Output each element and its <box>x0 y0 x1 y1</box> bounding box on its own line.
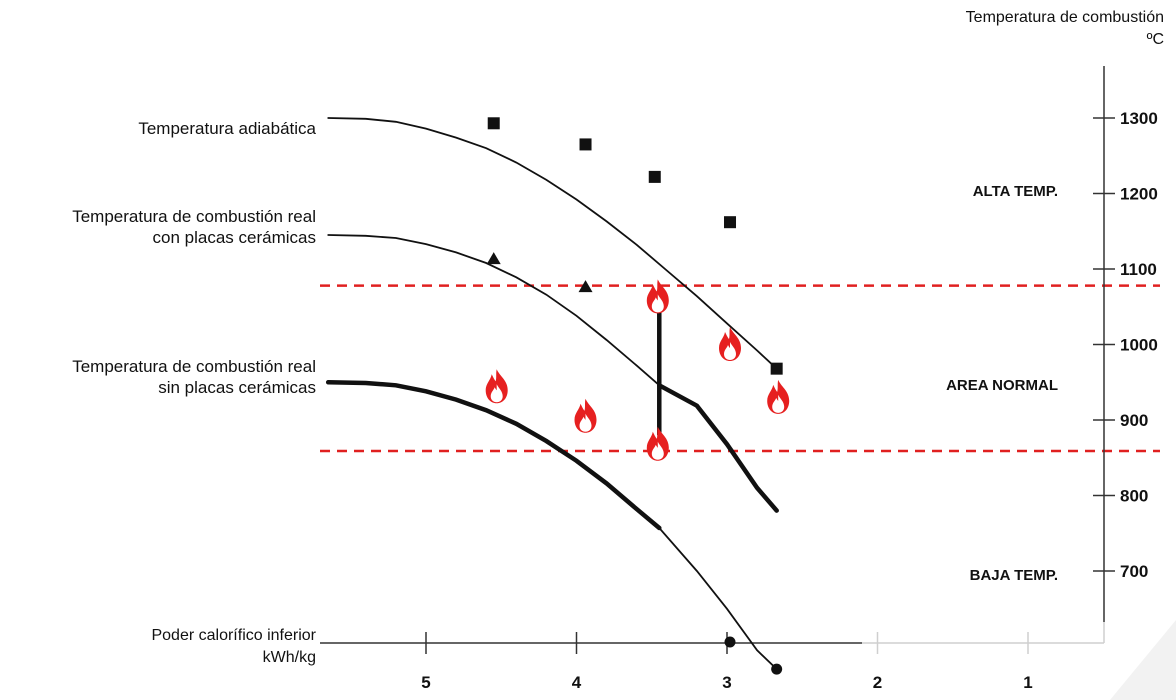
zone-label-normal: AREA NORMAL <box>946 377 1058 394</box>
x-tick-label-5: 5 <box>421 673 430 692</box>
x-tick-label-3: 3 <box>722 673 731 692</box>
legend-label-adiabatic: Temperatura adiabática <box>138 119 316 138</box>
x-axis-unit: kWh/kg <box>263 649 316 666</box>
x-tick-label-4: 4 <box>572 673 582 692</box>
y-axis-title: Temperatura de combustión <box>966 9 1164 26</box>
marker-square-2 <box>649 171 661 183</box>
reference-lines <box>320 286 1160 451</box>
series-bold-segment-1 <box>659 385 776 510</box>
zone-label-high: ALTA TEMP. <box>973 183 1058 200</box>
legend-label-with-plates-line2: con placas cerámicas <box>153 228 316 247</box>
flame-icon <box>767 380 789 414</box>
marker-circle-1 <box>771 664 782 675</box>
flame-icon <box>575 399 597 433</box>
series-line-0 <box>328 118 777 369</box>
y-tick-label-1100: 1100 <box>1120 260 1157 279</box>
flame-icon <box>486 369 508 403</box>
y-tick-label-800: 800 <box>1120 487 1148 506</box>
corner-shade <box>1110 620 1176 700</box>
y-tick-label-700: 700 <box>1120 562 1148 581</box>
x-tick-label-1: 1 <box>1023 673 1032 692</box>
series-lines <box>328 118 777 669</box>
series-markers <box>487 117 783 674</box>
y-tick-label-1200: 1200 <box>1120 185 1158 204</box>
series-bold-segment-2 <box>328 382 659 528</box>
y-tick-label-1300: 1300 <box>1120 109 1158 128</box>
marker-square-0 <box>488 117 500 129</box>
flame-icon <box>647 427 669 461</box>
legend-label-with-plates-line1: Temperatura de combustión real <box>72 207 316 226</box>
zone-label-low: BAJA TEMP. <box>970 567 1058 584</box>
x-tick-label-2: 2 <box>873 673 882 692</box>
legend-label-without-plates-line2: sin placas cerámicas <box>158 378 316 397</box>
y-tick-label-900: 900 <box>1120 411 1148 430</box>
marker-square-1 <box>580 138 592 150</box>
legend-label-without-plates-line1: Temperatura de combustión real <box>72 357 316 376</box>
series-line-1 <box>328 235 777 511</box>
y-tick-label-1000: 1000 <box>1120 336 1158 355</box>
marker-square-3 <box>724 216 736 228</box>
marker-square-4 <box>771 363 783 375</box>
marker-circle-0 <box>725 636 736 647</box>
x-axis-title: Poder calorífico inferior <box>151 627 316 644</box>
y-axis-unit: ºC <box>1147 31 1164 48</box>
marker-triangle-0 <box>487 252 501 264</box>
